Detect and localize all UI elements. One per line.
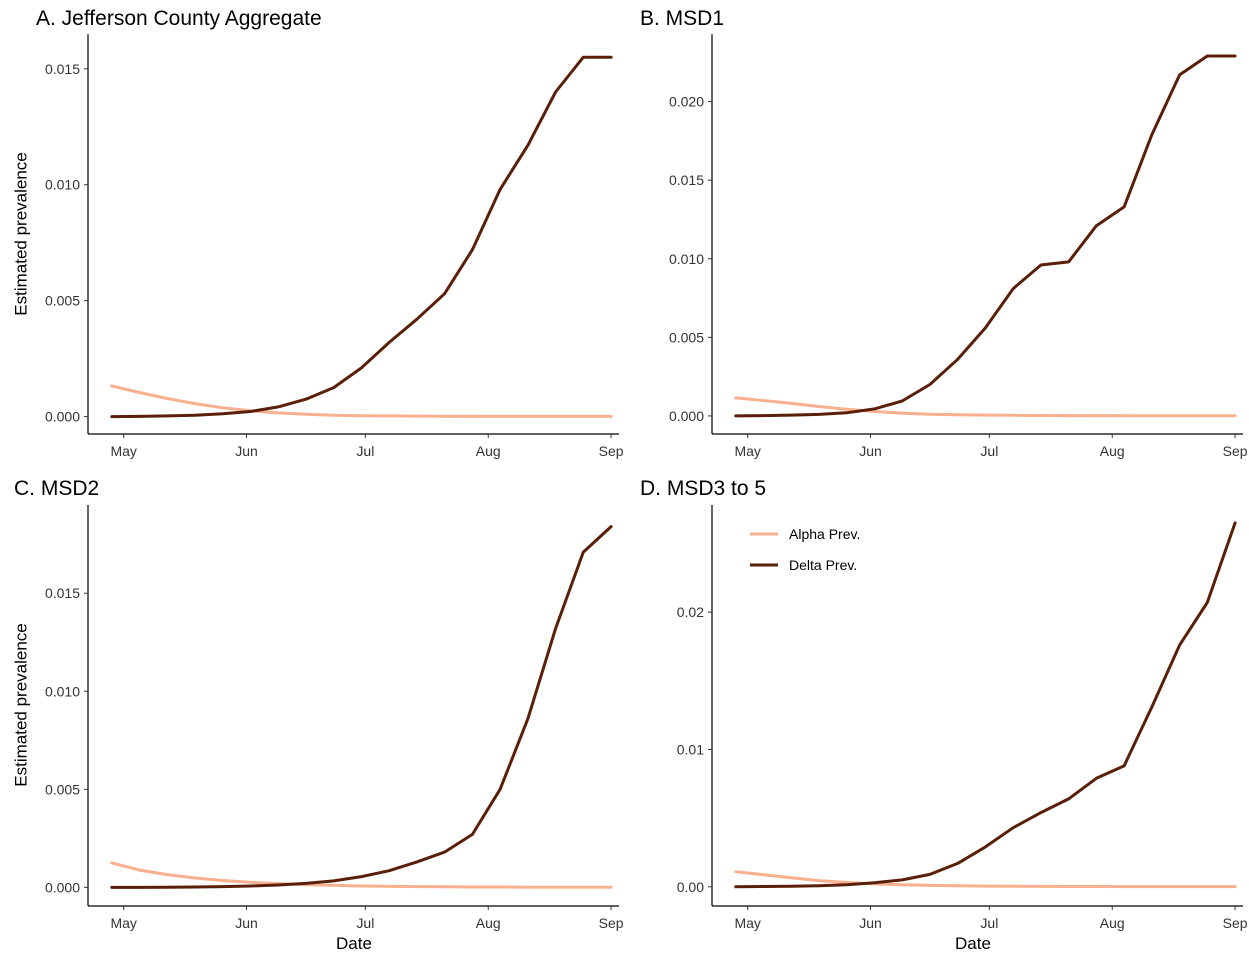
x-tick-label: Jul — [356, 443, 374, 459]
y-tick-label: 0.015 — [45, 61, 80, 77]
x-tick-label: Jul — [980, 915, 998, 931]
panel-d: D. MSD3 to 5 Date Alpha Prev. Delta Prev… — [640, 477, 1248, 953]
panel-title: B. MSD1 — [640, 7, 724, 30]
x-tick-label: May — [734, 915, 760, 931]
x-tick-label: Jun — [235, 915, 258, 931]
x-tick-label: May — [734, 443, 760, 459]
series-line-alpha — [734, 396, 1237, 418]
y-tick-label: 0.010 — [669, 251, 704, 267]
x-tick-label: Jun — [859, 443, 882, 459]
y-tick-label: 0.010 — [45, 177, 80, 193]
x-axis-title: Date — [336, 934, 372, 953]
legend-label-delta: Delta Prev. — [789, 557, 857, 573]
legend-label-alpha: Alpha Prev. — [789, 526, 860, 542]
panel-title: C. MSD2 — [14, 477, 99, 500]
x-tick-label: Sep — [599, 915, 624, 931]
x-axis-title: Date — [955, 934, 991, 953]
x-tick-label: Aug — [476, 915, 501, 931]
y-tick-label: 0.02 — [677, 604, 704, 620]
x-tick-label: Sep — [599, 443, 624, 459]
series-line-alpha — [110, 384, 613, 418]
y-tick-label: 0.015 — [45, 585, 80, 601]
series-line-delta — [110, 55, 613, 419]
panel-c: C. MSD2 Date 0.000 0.005 0.010 0.015 May Jun J… — [11, 477, 623, 953]
x-tick-label: Jun — [235, 443, 258, 459]
series-line-delta — [734, 521, 1237, 889]
panel-title: A. Jefferson County Aggregate — [36, 7, 322, 30]
y-tick-label: 0.020 — [669, 94, 704, 110]
y-tick-label: 0.000 — [45, 409, 80, 425]
x-tick-label: Aug — [1100, 915, 1125, 931]
x-tick-label: May — [110, 443, 136, 459]
y-tick-label: 0.000 — [45, 879, 80, 895]
y-tick-label: 0.010 — [45, 683, 80, 699]
x-tick-label: Sep — [1223, 915, 1248, 931]
y-tick-label: 0.005 — [45, 293, 80, 309]
x-tick-label: Aug — [476, 443, 501, 459]
y-tick-label: 0.015 — [669, 172, 704, 188]
panel-title: D. MSD3 to 5 — [640, 477, 766, 500]
x-tick-label: Jul — [356, 915, 374, 931]
panel-a: A. Jefferson County Aggregate 0.000 0.005… — [11, 7, 623, 459]
series-line-delta — [734, 54, 1237, 418]
x-tick-label: Jun — [859, 915, 882, 931]
x-tick-label: Sep — [1223, 443, 1248, 459]
series-line-alpha — [734, 870, 1237, 889]
y-tick-label: 0.00 — [677, 879, 704, 895]
y-tick-label: 0.000 — [669, 408, 704, 424]
y-axis-title: Estimated prevalence — [11, 623, 30, 786]
x-tick-label: Aug — [1100, 443, 1125, 459]
series-line-alpha — [110, 861, 613, 889]
y-tick-label: 0.005 — [45, 781, 80, 797]
legend: Alpha Prev. Delta Prev. — [750, 526, 860, 573]
y-axis-title: Estimated prevalence — [11, 152, 30, 315]
x-tick-label: Jul — [980, 443, 998, 459]
y-tick-label: 0.01 — [677, 741, 704, 757]
panel-b: B. MSD1 0.000 0.005 0.010 0.015 0.020 May Jun J… — [640, 7, 1248, 459]
series-line-delta — [110, 525, 613, 889]
x-tick-label: May — [110, 915, 136, 931]
y-tick-label: 0.005 — [669, 329, 704, 345]
